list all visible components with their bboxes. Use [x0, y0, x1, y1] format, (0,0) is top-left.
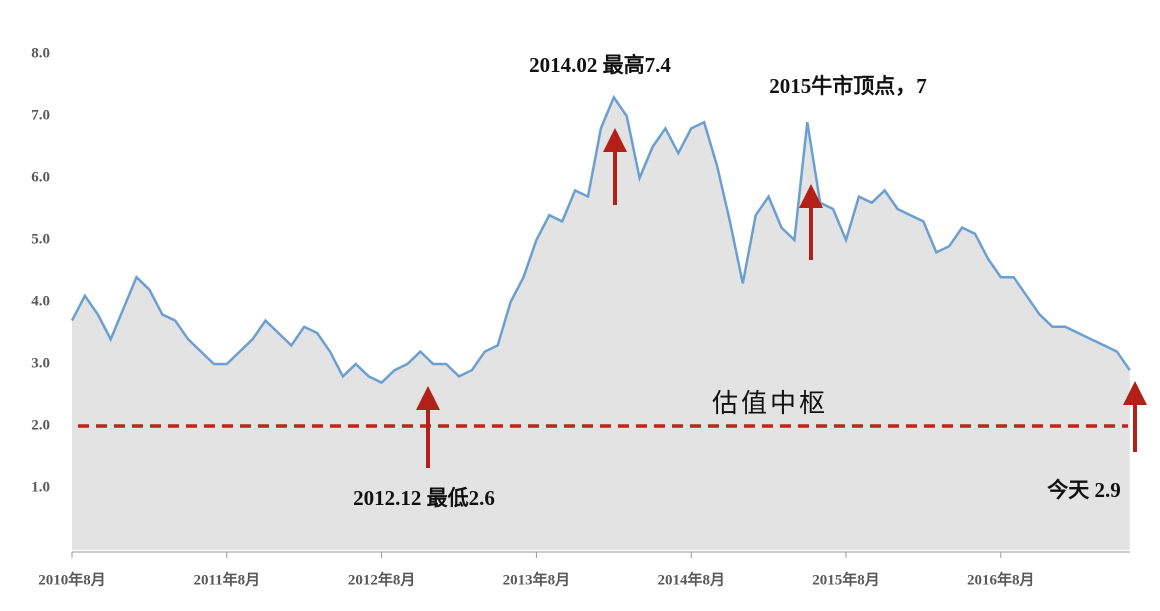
area	[72, 97, 1130, 551]
y-tick-label: 6.0	[31, 169, 50, 185]
annotation: 今天 2.9	[1047, 478, 1121, 502]
line	[70, 94, 1131, 385]
y-tick-label: 3.0	[31, 355, 50, 371]
x-tick-label: 2012年8月	[348, 570, 416, 588]
x-tick-label: 2013年8月	[503, 570, 571, 588]
y-tick-label: 1.0	[31, 479, 50, 495]
x-tick-label: 2010年8月	[38, 570, 106, 588]
annotation: 2014.02 最高7.4	[529, 53, 671, 77]
x-tick-label: 2011年8月	[193, 570, 260, 588]
reference-label: 估值中枢	[712, 389, 828, 418]
y-tick-label: 4.0	[31, 293, 50, 309]
x-tick-label: 2014年8月	[657, 570, 725, 588]
x-tick-label: 2015年8月	[812, 570, 880, 588]
annotation: 2015牛市顶点，7	[769, 74, 927, 98]
annotation: 2012.12 最低2.6	[353, 486, 495, 510]
y-tick-label: 8.0	[31, 45, 50, 61]
x-tick-label: 2016年8月	[967, 570, 1035, 588]
y-tick-label: 2.0	[31, 417, 50, 433]
y-tick-label: 5.0	[31, 231, 50, 247]
y-tick-label: 7.0	[31, 107, 50, 123]
